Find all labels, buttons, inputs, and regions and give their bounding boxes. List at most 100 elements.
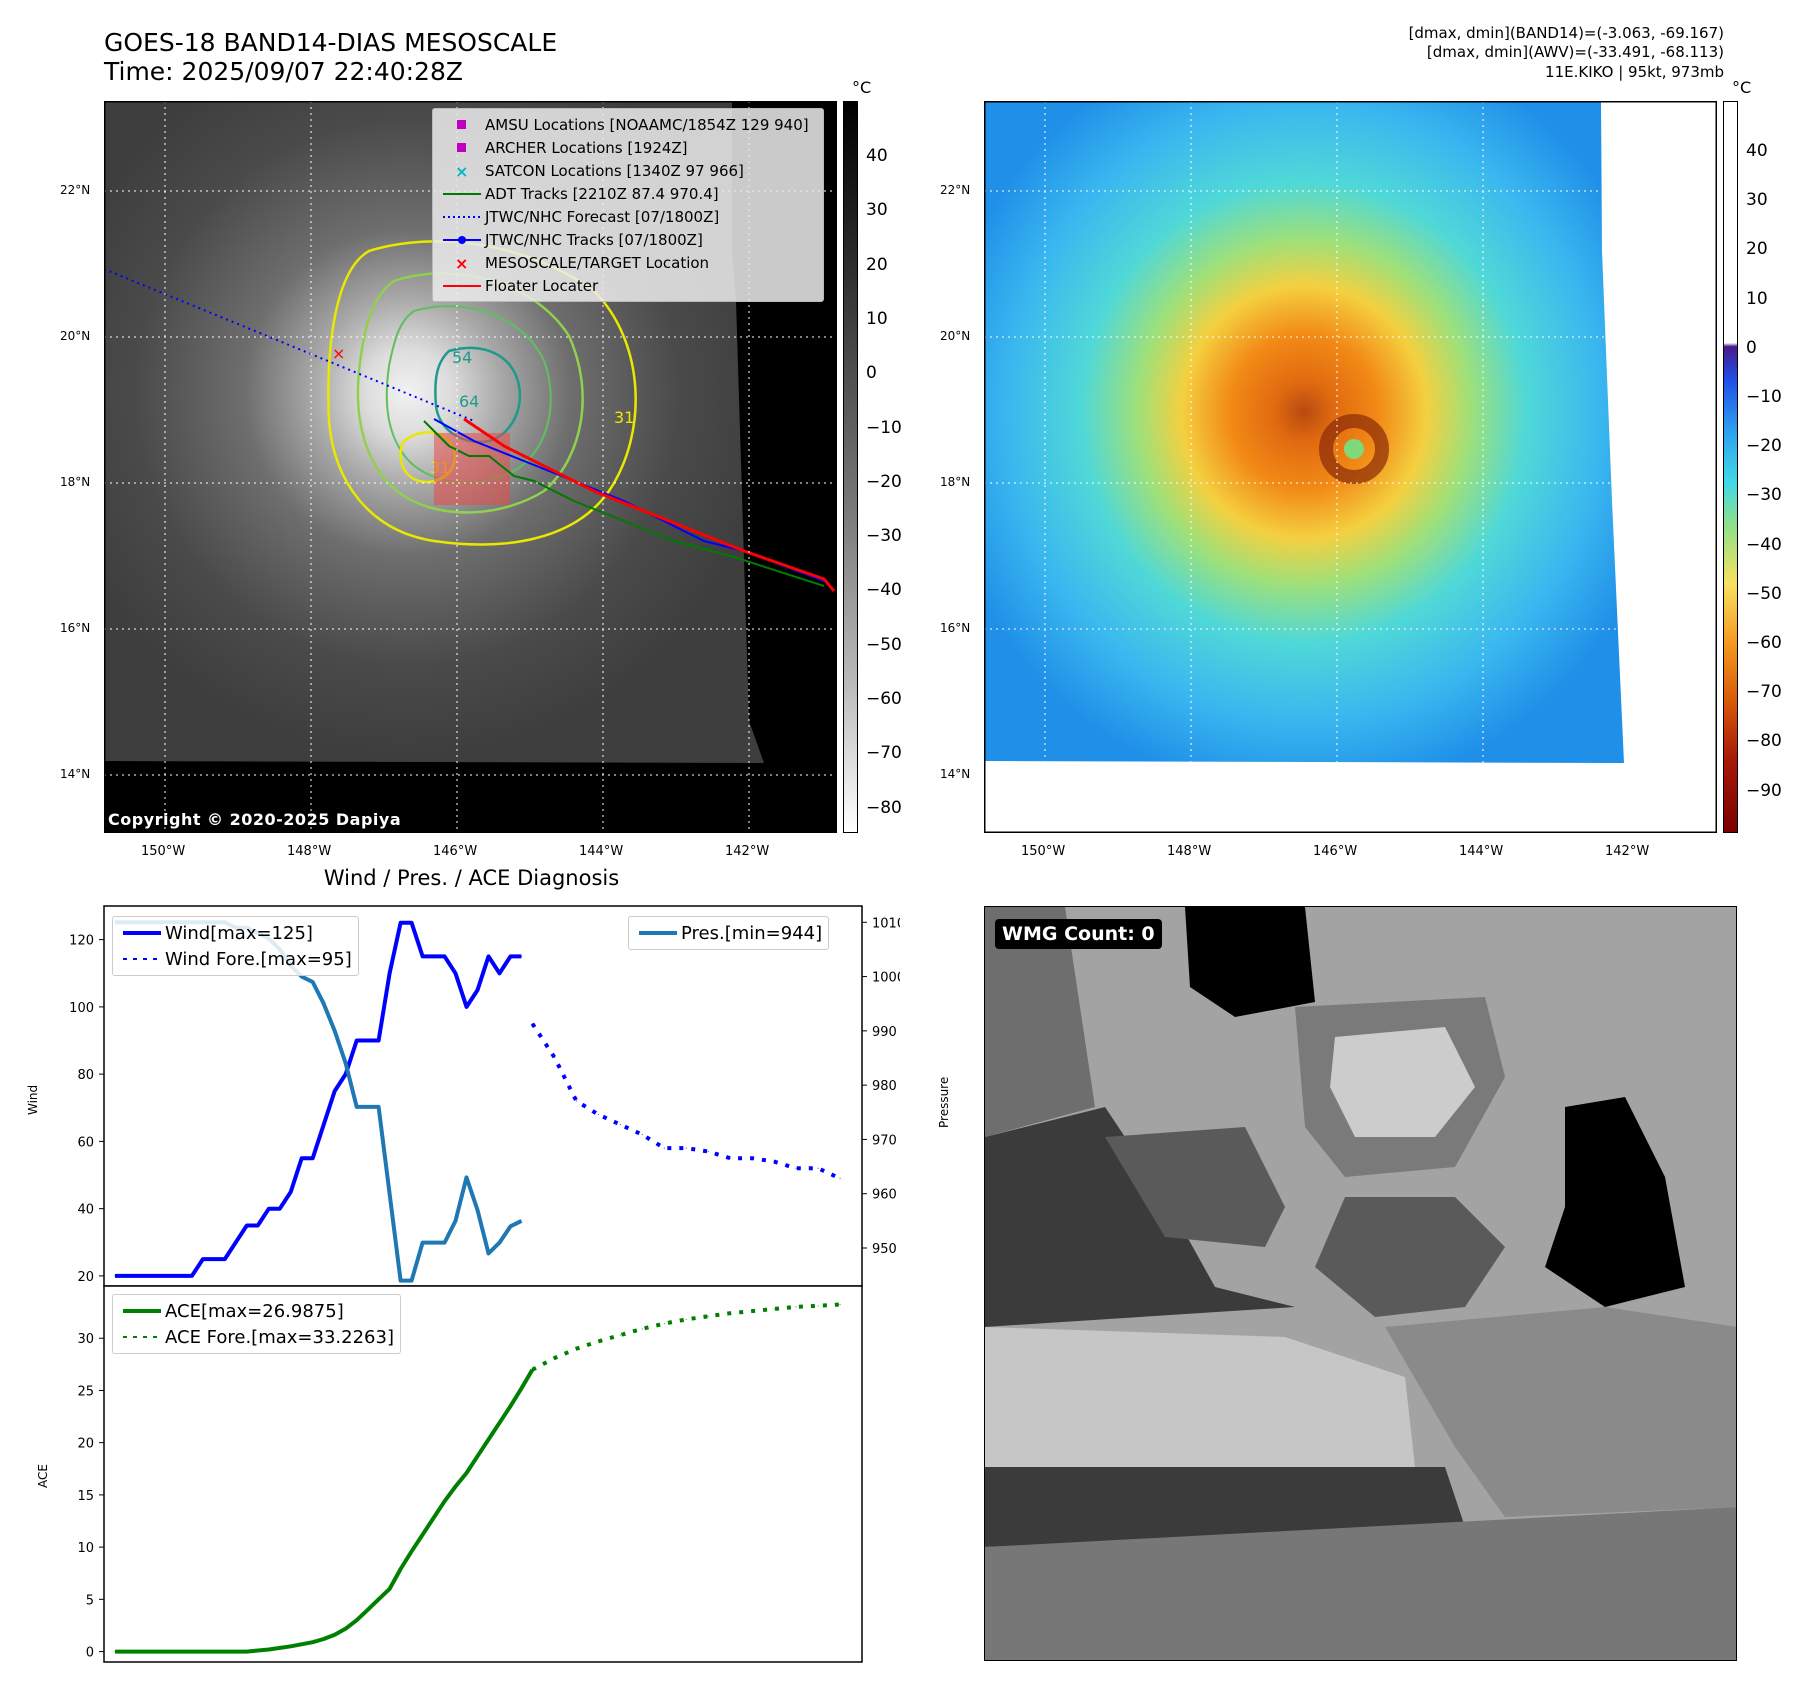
colorbar-tick-label: 30 <box>866 200 888 221</box>
pressure-data-point <box>466 1176 468 1178</box>
pressure-data-point <box>345 1062 347 1064</box>
svg-text:×: × <box>455 254 468 273</box>
page-time: Time: 2025/09/07 22:40:28Z <box>104 57 463 86</box>
awv-gridlines <box>984 101 1717 833</box>
ace-data-point <box>180 1651 182 1653</box>
pressure-data-point <box>498 1242 500 1244</box>
wind-ytick-label: 120 <box>69 934 94 949</box>
wind-data-point <box>389 972 391 974</box>
floater-track <box>463 417 836 592</box>
pressure-data-point <box>378 1106 380 1108</box>
ace-forecast-data-point <box>641 1328 643 1330</box>
ace-forecast-series-line-1 <box>531 1302 841 1372</box>
wind-forecast-data-point <box>553 1056 555 1058</box>
wind-data-point <box>487 955 489 957</box>
contour-label: 54 <box>452 348 472 367</box>
wind-forecast-data-point <box>817 1167 819 1169</box>
legend-entry: Pres.[min=944] <box>635 920 822 946</box>
pressure-data-point <box>520 1220 522 1222</box>
ace-data-point <box>422 1534 424 1536</box>
ace-data-point <box>114 1651 116 1653</box>
ace-data-point <box>312 1641 314 1643</box>
legend-label: Wind Fore.[max=95] <box>165 948 352 970</box>
legend-entry: AMSU Locations [NOAAMC/1854Z 129 940] <box>439 113 817 136</box>
legend-label: ACE Fore.[max=33.2263] <box>165 1326 394 1348</box>
colorbar-tick-label: 40 <box>1746 141 1768 161</box>
pressure-data-point <box>487 1252 489 1254</box>
ace-data-point <box>509 1405 511 1407</box>
ace-forecast-data-point <box>729 1312 731 1314</box>
wind-data-point <box>136 1275 138 1277</box>
pressure-data-point <box>334 1030 336 1032</box>
ace-data-point <box>400 1568 402 1570</box>
wind-data-point <box>498 972 500 974</box>
colorbar-tick-label: −40 <box>1746 534 1782 555</box>
pressure-data-point <box>301 976 303 978</box>
target-marker: × <box>332 344 345 363</box>
ace-data-point <box>202 1651 204 1653</box>
legend-entry: ARCHER Locations [1924Z] <box>439 136 817 159</box>
jtwc-track <box>433 418 825 582</box>
ace-ytick-label: 15 <box>77 1489 94 1504</box>
ace-data-point <box>466 1472 468 1474</box>
ace-forecast-data-point <box>685 1318 687 1320</box>
legend-swatch <box>123 1336 161 1338</box>
wind-data-point <box>477 989 479 991</box>
wind-forecast-series-line-1 <box>530 1022 841 1181</box>
pressure-data-point <box>444 1242 446 1244</box>
legend-entry: Wind[max=125] <box>119 920 352 946</box>
wind-data-point <box>268 1208 270 1210</box>
lat-label: 22°N <box>940 183 971 197</box>
legend-label: Pres.[min=944] <box>681 922 823 944</box>
lat-label: 22°N <box>60 183 91 197</box>
legend-entry: × SATCON Locations [1340Z 97 966] <box>439 159 817 182</box>
wind-forecast-data-point <box>641 1134 643 1136</box>
info-band14: [dmax, dmin](BAND14)=(-3.063, -69.167) <box>1408 24 1724 42</box>
legend-entry: ADT Tracks [2210Z 87.4 970.4] <box>439 182 817 205</box>
ace-ytick-label: 0 <box>86 1646 94 1661</box>
wind-forecast-data-point <box>575 1100 577 1102</box>
pressure-data-point <box>312 981 314 983</box>
legend-label: JTWC/NHC Tracks [07/1800Z] <box>485 230 703 249</box>
contour-label: 64 <box>459 392 479 411</box>
legend-entry: Floater Locater <box>439 274 817 297</box>
legend-swatch <box>123 931 161 935</box>
pressure-ytick-label: 980 <box>872 1079 897 1094</box>
lat-label: 20°N <box>60 329 91 343</box>
colorbar-tick-label: −20 <box>1746 436 1782 457</box>
colorbar-tick-label: 0 <box>1746 337 1757 358</box>
legend-label: ACE[max=26.9875] <box>165 1300 344 1322</box>
legend-label: Wind[max=125] <box>165 922 313 944</box>
ace-forecast-data-point <box>839 1304 841 1306</box>
pressure-data-point <box>323 1003 325 1005</box>
pressure-ytick-label: 950 <box>872 1242 897 1257</box>
wind-data-point <box>345 1073 347 1075</box>
contour-label: 31 <box>614 408 634 427</box>
pressure-data-point <box>422 1242 424 1244</box>
ace-ytick-label: 20 <box>77 1437 94 1452</box>
lat-label: 20°N <box>940 329 971 343</box>
ace-data-point <box>389 1588 391 1590</box>
legend-label: AMSU Locations [NOAAMC/1854Z 129 940] <box>485 115 809 134</box>
pressure-ylabel: Pressure <box>937 1076 951 1128</box>
awv-map <box>984 101 1717 833</box>
pressure-legend: Pres.[min=944] <box>628 916 830 950</box>
wind-ytick-label: 60 <box>77 1135 94 1150</box>
pressure-data-point <box>400 1280 402 1282</box>
legend-swatch <box>457 119 466 129</box>
colorbar-tick-label: 30 <box>1746 190 1768 211</box>
legend-swatch <box>123 1309 161 1313</box>
ace-forecast-data-point <box>575 1348 577 1350</box>
lat-label: 14°N <box>60 767 91 781</box>
colorbar-tick-label: 10 <box>866 308 888 329</box>
wind-ylabel: Wind <box>26 1084 40 1115</box>
wind-forecast-data-point <box>795 1167 797 1169</box>
wind-ytick-label: 40 <box>77 1203 94 1218</box>
colorbar-tick-label: −50 <box>866 634 902 655</box>
wind-data-point <box>235 1241 237 1243</box>
wind-data-point <box>301 1157 303 1159</box>
wind-ytick-label: 20 <box>77 1270 94 1285</box>
legend-swatch <box>457 142 466 152</box>
colorbar-tick-label: −10 <box>866 417 902 438</box>
